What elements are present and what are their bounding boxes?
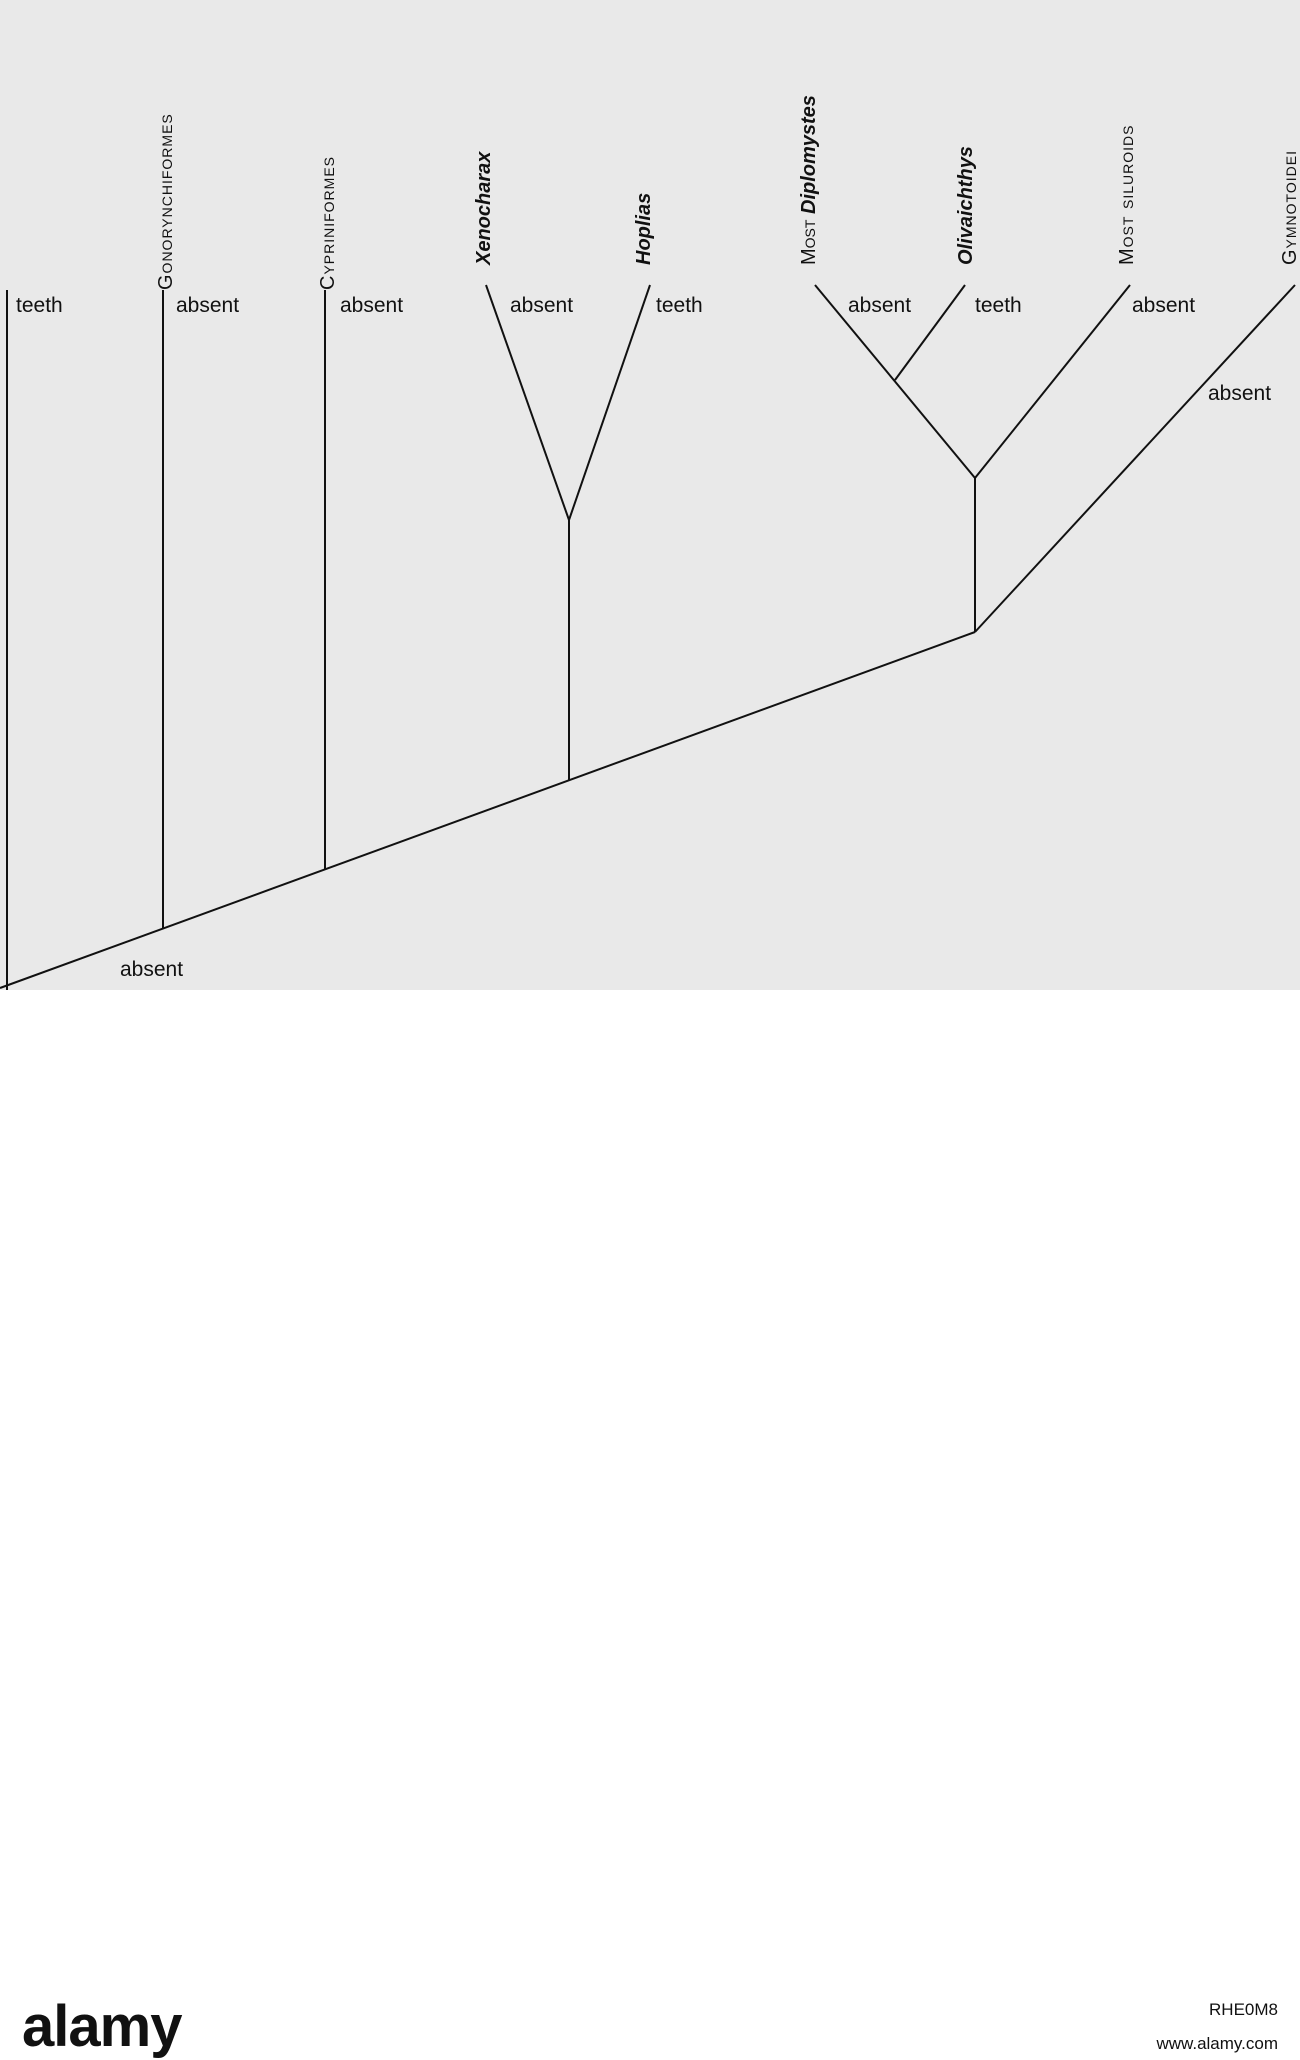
taxon-label-xenocharax: Xenocharax [473,151,495,266]
diplomystes-genus: Diplomystes [798,95,820,214]
diplomystes-prefix: Most [798,214,820,265]
taxon-label-olivaichthys: Olivaichthys [955,146,977,265]
state-olivaichthys: teeth [975,294,1022,317]
taxon-label-gonorynchiformes: Gonorynchiformes [155,113,177,290]
cladogram-tree: Gonorynchiformes Cypriniformes Xenochara… [0,95,1300,990]
main-stem [0,631,976,989]
taxon-label-cypriniformes: Cypriniformes [317,156,339,290]
state-xenocharax: absent [510,294,573,317]
state-gonorynchiformes: absent [176,294,239,317]
taxon-label-gymnotoidei: Gymnotoidei [1279,150,1300,265]
state-root: absent [120,958,183,981]
cladogram-figure: Gonorynchiformes Cypriniformes Xenochara… [0,0,1300,990]
taxon-label-most-diplomystes: Most Diplomystes [798,95,820,265]
olivaichthys-branch [894,284,966,381]
taxon-labels: Gonorynchiformes Cypriniformes Xenochara… [155,95,1300,290]
alamy-logo: alamy [22,1994,182,2059]
tree-branches [0,284,1296,990]
image-id-label: RHE0M8 [1209,2000,1278,2019]
gymnotoidei-branch [974,284,1296,633]
siluroids-branch [974,284,1131,479]
taxon-label-hoplias: Hoplias [633,193,655,265]
state-diplomystes: absent [848,294,911,317]
watermark-bar: alamy RHE0M8 www.alamy.com [0,990,1300,2059]
state-outgroup: teeth [16,294,63,317]
site-url-label: www.alamy.com [1156,2034,1278,2053]
taxon-label-most-siluroids: Most siluroids [1116,125,1138,265]
state-siluroids: absent [1132,294,1195,317]
state-hoplias: teeth [656,294,703,317]
diplomystes-branch [814,284,976,479]
state-cypriniformes: absent [340,294,403,317]
state-labels: teeth absent absent absent teeth absent … [16,294,1271,981]
xenocharax-branch [485,284,570,521]
state-gymnotoidei: absent [1208,382,1271,405]
hoplias-branch [568,284,651,521]
